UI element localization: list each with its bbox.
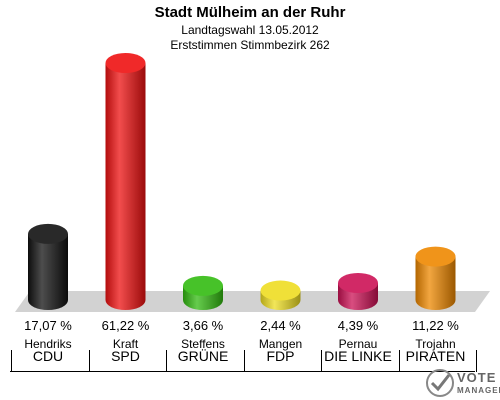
bar-base-die-linke [338, 290, 378, 310]
checkmark-seal-icon [426, 369, 454, 397]
bar-cap-gr-ne [183, 275, 223, 296]
bar-base-spd [105, 290, 146, 310]
bar-base-piraten [415, 290, 456, 310]
bar-cap-spd [105, 53, 146, 73]
chart-subtitle-2: Erststimmen Stimmbezirk 262 [170, 38, 330, 52]
vote-manager-logo: VOTE MANAGER [424, 367, 500, 400]
logo-text-vote: VOTE [457, 370, 497, 385]
bar-cdu [28, 233, 68, 300]
chart-subtitle: Landtagswahl 13.05.2012 [181, 23, 319, 37]
bar-cap-fdp [260, 280, 301, 301]
bar-cap-cdu [28, 223, 68, 244]
chart-title: Stadt Mülheim an der Ruhr [154, 4, 346, 21]
logo-text-manager: MANAGER [457, 386, 500, 395]
bar-base-gr-ne [183, 290, 223, 310]
bar-cap-piraten [415, 246, 456, 267]
bars-group [28, 53, 456, 310]
bar-cap-die-linke [338, 273, 378, 294]
bar-spd [105, 63, 146, 300]
bar-base-cdu [28, 290, 68, 310]
